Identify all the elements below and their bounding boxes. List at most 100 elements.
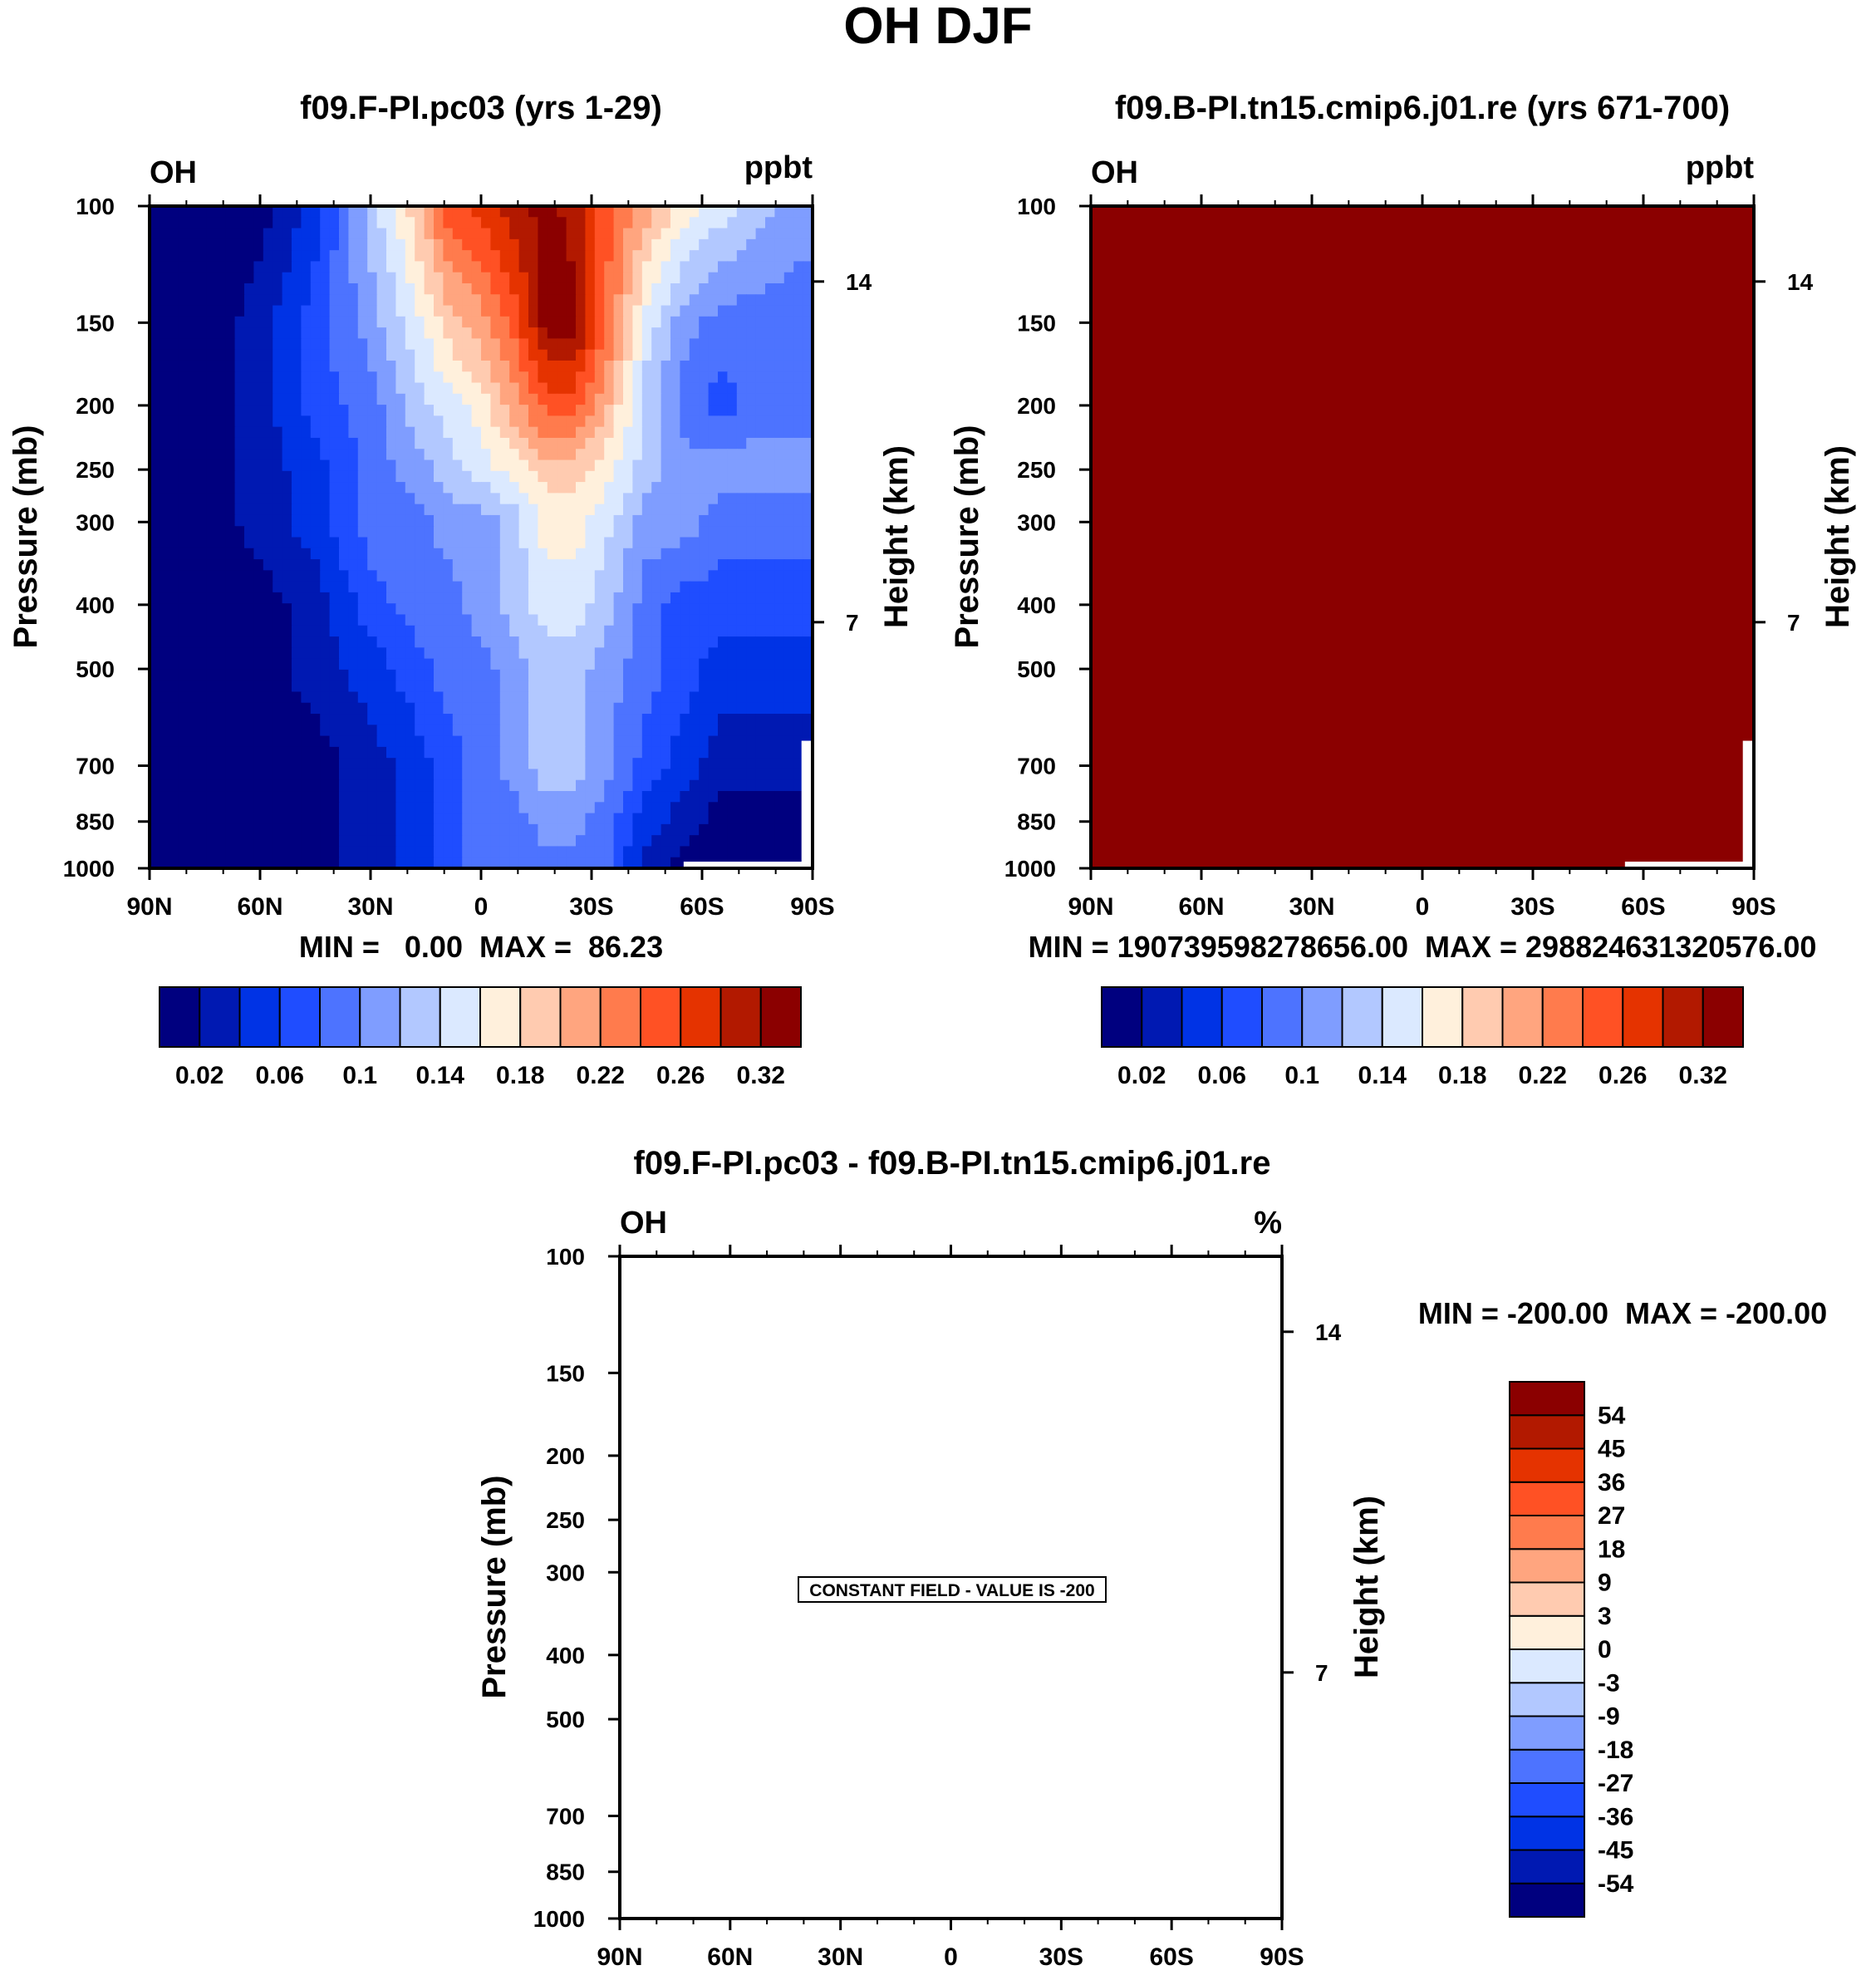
- contour-cell: [244, 746, 255, 759]
- contour-cell: [357, 548, 368, 560]
- contour-cell: [499, 217, 510, 229]
- contour-cell: [357, 514, 368, 528]
- contour-cell: [253, 504, 264, 516]
- contour-cell: [632, 802, 643, 814]
- contour-cell: [292, 813, 302, 825]
- contour-cell: [670, 592, 681, 604]
- contour-cell: [273, 758, 283, 770]
- contour-cell: [225, 691, 236, 704]
- contour-cell: [557, 393, 567, 405]
- contour-cell: [736, 250, 747, 263]
- contour-cell: [557, 272, 567, 284]
- contour-cell: [509, 459, 520, 472]
- contour-cell: [547, 603, 557, 616]
- contour-cell: [566, 206, 577, 219]
- contour-cell: [320, 482, 331, 494]
- contour-cell: [443, 735, 454, 748]
- contour-cell: [168, 482, 179, 494]
- contour-cell: [395, 647, 406, 660]
- contour-cell: [159, 559, 169, 572]
- contour-cell: [632, 779, 643, 792]
- contour-cell: [443, 405, 454, 417]
- contour-cell: [576, 338, 587, 351]
- contour-cell: [528, 746, 539, 759]
- contour-cell: [253, 349, 264, 361]
- contour-cell: [434, 405, 444, 417]
- contour-cell: [783, 537, 794, 549]
- contour-cell: [159, 459, 169, 472]
- contour-cell: [699, 636, 710, 649]
- contour-cell: [727, 316, 738, 328]
- contour-cell: [651, 813, 662, 825]
- contour-cell: [518, 559, 529, 572]
- contour-cell: [471, 581, 482, 593]
- contour-cell: [604, 206, 615, 219]
- contour-cell: [699, 681, 710, 693]
- contour-cell: [273, 813, 283, 825]
- contour-cell: [292, 669, 302, 681]
- colorbar-swatch: [1509, 1447, 1585, 1483]
- contour-cell: [329, 735, 340, 748]
- height-tick-label: 7: [846, 610, 859, 636]
- contour-cell: [499, 261, 510, 273]
- contour-cell: [718, 769, 729, 781]
- contour-cell: [263, 294, 273, 307]
- contour-cell: [613, 857, 624, 868]
- contour-cell: [225, 526, 236, 538]
- contour-cell: [689, 426, 700, 439]
- contour-cell: [566, 791, 577, 803]
- contour-cell: [367, 217, 378, 229]
- contour-cell: [755, 537, 766, 549]
- contour-cell: [528, 349, 539, 361]
- contour-cell: [566, 725, 577, 737]
- contour-cell: [395, 228, 406, 240]
- contour-cell: [292, 702, 302, 715]
- contour-cell: [576, 360, 587, 373]
- contour-cell: [168, 559, 179, 572]
- colorbar-swatch: [640, 986, 682, 1048]
- contour-cell: [301, 603, 312, 616]
- contour-cell: [613, 746, 624, 759]
- contour-cell: [178, 592, 189, 604]
- contour-cell: [689, 283, 700, 296]
- contour-cell: [576, 514, 587, 528]
- contour-cell: [367, 272, 378, 284]
- contour-cell: [357, 217, 368, 229]
- contour-cell: [594, 658, 605, 671]
- contour-cell: [225, 658, 236, 671]
- contour-cell: [320, 294, 331, 307]
- contour-cell: [718, 217, 729, 229]
- panel-c-axes: 90N 60N 30N 0 30S 60S 90S100150200250300400500…: [533, 1244, 1342, 1971]
- contour-cell: [670, 349, 681, 361]
- contour-cell: [623, 228, 634, 240]
- contour-cell: [225, 625, 236, 637]
- contour-cell: [708, 371, 719, 384]
- contour-cell: [386, 846, 397, 858]
- contour-cell: [765, 405, 776, 417]
- contour-cell: [376, 746, 387, 759]
- contour-cell: [395, 857, 406, 868]
- contour-cell: [452, 504, 463, 516]
- contour-cell: [452, 823, 463, 836]
- contour-cell: [699, 371, 710, 384]
- contour-cell: [339, 526, 350, 538]
- contour-cell: [253, 581, 264, 593]
- contour-cell: [150, 514, 160, 528]
- contour-cell: [632, 504, 643, 516]
- contour-cell: [348, 658, 359, 671]
- contour-cell: [585, 493, 596, 505]
- contour-cell: [680, 614, 690, 626]
- contour-cell: [670, 294, 681, 307]
- contour-cell: [594, 327, 605, 340]
- contour-cell: [755, 823, 766, 836]
- contour-cell: [301, 382, 312, 395]
- contour-cell: [641, 625, 652, 637]
- contour-cell: [452, 250, 463, 263]
- contour-cell: [159, 294, 169, 307]
- contour-cell: [566, 691, 577, 704]
- contour-cell: [339, 681, 350, 693]
- contour-cell: [415, 514, 425, 528]
- contour-cell: [168, 791, 179, 803]
- contour-cell: [415, 206, 425, 219]
